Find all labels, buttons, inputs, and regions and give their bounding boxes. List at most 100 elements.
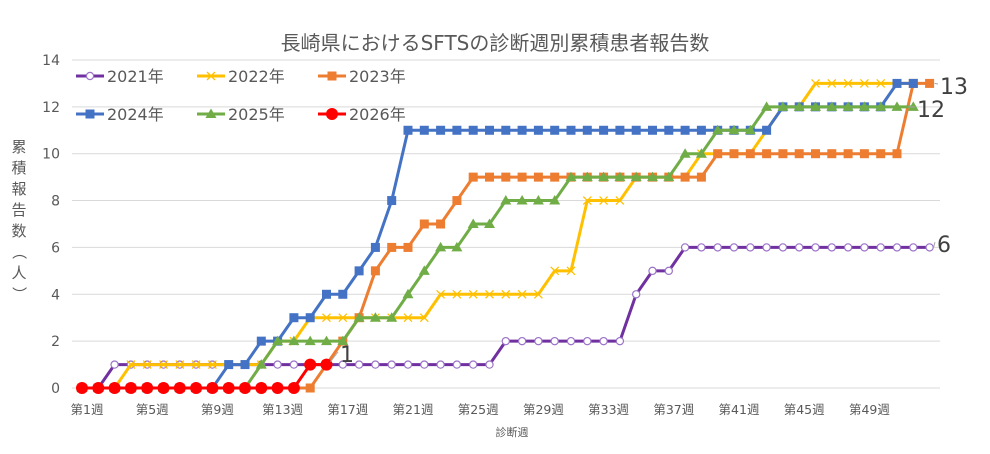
circle-marker — [762, 243, 771, 252]
x-marker — [501, 289, 511, 299]
y-tick-label: 0 — [51, 381, 60, 397]
square-marker — [876, 149, 886, 159]
triangle-marker — [728, 124, 740, 135]
x-axis-ticks: 第1週 第5週 第9週 第13週 第17週 第21週 第25週 第29週 第33週 第37週 第41… — [71, 402, 891, 417]
square-marker — [599, 125, 609, 135]
square-marker — [745, 149, 755, 159]
y-tick-label: 10 — [42, 147, 60, 163]
x-tick-label: 第41週 — [719, 402, 760, 417]
y-axis-title-char: （ — [10, 244, 28, 259]
dot-marker — [326, 108, 338, 120]
x-marker — [207, 360, 217, 370]
square-marker — [615, 125, 625, 135]
square-marker — [680, 172, 690, 182]
x-axis-title: 診断週 — [496, 425, 529, 439]
y-axis-title-char: 人 — [11, 264, 26, 282]
square-marker — [305, 383, 315, 393]
legend-label: 2025年 — [228, 105, 285, 124]
triangle-marker — [565, 171, 577, 182]
y-axis-title-char: 数 — [11, 222, 26, 240]
x-marker — [206, 71, 216, 81]
end-value-label: 13 — [940, 75, 968, 100]
square-marker — [517, 172, 527, 182]
x-marker — [843, 78, 853, 88]
triangle-marker — [484, 218, 495, 228]
x-marker — [876, 78, 886, 88]
y-axis-title-char: ） — [10, 286, 28, 301]
triangle-marker — [891, 101, 903, 111]
square-marker — [387, 242, 397, 252]
triangle-marker — [369, 312, 381, 322]
circle-marker — [566, 336, 576, 346]
circle-marker — [550, 336, 559, 346]
triangle-marker — [451, 241, 463, 252]
triangle-marker — [810, 101, 821, 111]
x-marker — [338, 313, 348, 323]
x-marker — [452, 289, 462, 299]
end-value-label: 6 — [937, 233, 951, 258]
circle-marker — [338, 360, 347, 369]
y-tick-label: 8 — [51, 194, 60, 210]
dot-marker — [141, 382, 154, 394]
circle-marker — [713, 243, 722, 252]
square-marker — [843, 149, 853, 159]
square-marker — [729, 149, 739, 159]
square-marker — [566, 125, 576, 135]
square-marker — [859, 149, 869, 159]
y-axis-title-char: 報 — [11, 180, 26, 198]
square-marker — [468, 125, 478, 135]
triangle-marker — [337, 335, 349, 346]
triangle-marker — [581, 171, 593, 182]
x-tick-label: 第21週 — [393, 402, 434, 417]
circle-marker — [517, 336, 527, 346]
triangle-marker — [907, 101, 919, 111]
square-marker — [322, 289, 331, 299]
triangle-marker — [712, 124, 724, 135]
square-marker — [778, 149, 788, 159]
x-marker — [599, 196, 609, 206]
circle-marker — [778, 243, 788, 252]
square-marker — [664, 125, 674, 135]
circle-marker — [469, 360, 478, 369]
square-marker — [305, 313, 315, 323]
triangle-marker — [647, 171, 658, 182]
square-marker — [696, 172, 706, 182]
circle-marker — [729, 243, 739, 252]
legend-item: 2024年 — [76, 105, 164, 124]
circle-marker — [843, 243, 853, 252]
x-tick-label: 第13週 — [262, 402, 303, 417]
square-marker — [648, 125, 657, 135]
series-2026年 — [76, 358, 333, 394]
x-marker — [517, 289, 527, 299]
circle-marker — [648, 266, 657, 276]
legend: 2021年 2022年 2023年 2024年 2025年 2026年 — [76, 67, 406, 124]
square-marker — [680, 125, 690, 135]
x-marker — [403, 313, 413, 323]
dot-marker — [92, 382, 105, 394]
square-marker — [256, 336, 266, 346]
square-marker — [501, 172, 511, 182]
circle-marker — [534, 336, 543, 346]
square-marker — [327, 71, 337, 81]
triangle-marker — [777, 101, 789, 111]
square-marker — [370, 266, 380, 276]
dot-marker — [206, 382, 219, 394]
x-tick-label: 第45週 — [784, 402, 825, 417]
legend-label: 2021年 — [107, 67, 164, 86]
circle-marker — [583, 336, 592, 346]
x-marker — [485, 289, 494, 299]
circle-marker — [354, 360, 364, 369]
y-axis-ticks: 0 2 4 6 8 10 12 14 — [42, 53, 60, 397]
dot-marker — [320, 358, 333, 371]
triangle-marker — [875, 101, 887, 111]
circle-marker — [403, 360, 413, 369]
square-marker — [794, 149, 804, 159]
square-marker — [908, 78, 918, 88]
x-marker — [859, 78, 869, 88]
square-marker — [354, 266, 364, 276]
square-marker — [892, 149, 902, 159]
label-leader-line — [934, 82, 939, 85]
triangle-marker — [321, 335, 332, 346]
x-marker — [827, 78, 837, 88]
